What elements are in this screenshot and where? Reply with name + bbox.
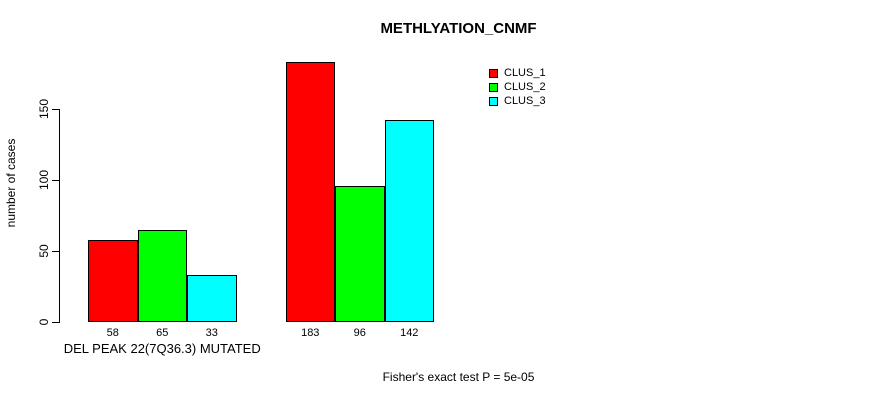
y-tick-label: 100	[37, 169, 51, 191]
y-axis-label: number of cases	[4, 138, 18, 228]
y-tick-label: 150	[37, 98, 51, 120]
bar-clus_3-group2	[384, 120, 434, 322]
bar-value-label: 142	[400, 327, 419, 339]
legend-label-clus-3: CLUS_3	[504, 95, 546, 107]
legend-item-clus-3: CLUS_3	[489, 94, 546, 108]
bar-value-label: 58	[106, 327, 119, 339]
legend-label-clus-2: CLUS_2	[504, 81, 546, 93]
legend-label-clus-1: CLUS_1	[504, 67, 546, 79]
bar-clus_1-group2	[285, 62, 335, 322]
legend: CLUS_1 CLUS_2 CLUS_3	[489, 66, 546, 108]
legend-swatch-clus-1-icon	[489, 68, 498, 78]
bar-value-label: 96	[353, 327, 366, 339]
fisher-test-annotation: Fisher's exact test P = 5e-05	[382, 370, 535, 384]
chart-title: METHLYATION_CNMF	[380, 20, 537, 37]
bar-value-label: 65	[156, 327, 169, 339]
y-axis-line	[59, 109, 60, 323]
legend-swatch-clus-3-icon	[489, 96, 498, 106]
bar-clus_1-group1	[88, 240, 138, 322]
bar-clus_3-group1	[187, 275, 237, 322]
bar-clus_2-group2	[335, 186, 385, 322]
bar-value-label: 33	[205, 327, 218, 339]
legend-item-clus-1: CLUS_1	[489, 66, 546, 80]
y-tick-mark	[52, 109, 59, 110]
y-tick-mark	[52, 180, 59, 181]
bar-clus_2-group1	[137, 230, 187, 322]
y-tick-mark	[52, 322, 59, 323]
group-label-1: DEL PEAK 22(7Q36.3) MUTATED	[63, 341, 261, 356]
y-tick-label: 0	[37, 318, 51, 326]
legend-swatch-clus-2-icon	[489, 82, 498, 92]
legend-item-clus-2: CLUS_2	[489, 80, 546, 94]
bar-value-label: 183	[301, 327, 320, 339]
y-tick-mark	[52, 251, 59, 252]
y-tick-label: 50	[37, 244, 51, 258]
